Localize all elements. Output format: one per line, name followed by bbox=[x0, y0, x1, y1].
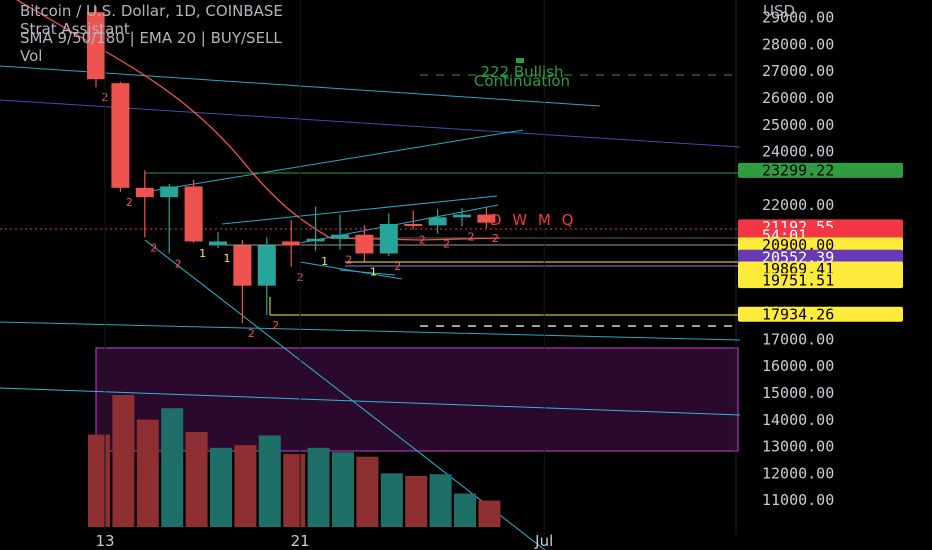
y-axis: 29000.00 28000.00 27000.00 26000.00 25000.00… bbox=[762, 9, 834, 510]
svg-text:17934.26: 17934.26 bbox=[762, 305, 834, 323]
candle bbox=[184, 179, 203, 243]
y-tick-label: 28000.00 bbox=[762, 35, 834, 53]
y-tick-label: 11000.00 bbox=[762, 491, 834, 509]
y-tick-label: 27000.00 bbox=[762, 62, 834, 80]
symbol-title[interactable]: Bitcoin / U.S. Dollar, 1D, COINBASE bbox=[20, 2, 283, 20]
strat-label: 2 bbox=[150, 241, 157, 254]
svg-text:19751.51: 19751.51 bbox=[762, 272, 834, 290]
y-tick-label: 25000.00 bbox=[762, 116, 834, 134]
candle bbox=[379, 213, 398, 257]
strat-label: 2 bbox=[468, 231, 475, 244]
candle bbox=[160, 183, 179, 254]
y-tick-label: 17000.00 bbox=[762, 330, 834, 348]
volume-bar bbox=[356, 456, 379, 527]
candle bbox=[233, 240, 252, 324]
timeframe-continuity-label: D W M Q bbox=[490, 211, 576, 229]
candle bbox=[306, 206, 325, 251]
price-badge: 20900.00 bbox=[738, 236, 903, 254]
candle bbox=[453, 207, 471, 227]
y-tick-label: 22000.00 bbox=[762, 196, 834, 214]
volume-bar bbox=[136, 419, 159, 527]
currency-label: USD bbox=[763, 2, 796, 20]
strat-label: 2 bbox=[492, 232, 499, 245]
strat-label: 2 bbox=[394, 260, 401, 273]
x-tick-label: Jul bbox=[534, 532, 553, 550]
volume-bar bbox=[185, 431, 208, 527]
strat-label: 1 bbox=[199, 247, 206, 260]
candle bbox=[135, 170, 154, 238]
strat-label: 2 bbox=[272, 319, 279, 332]
y-tick-label: 15000.00 bbox=[762, 384, 834, 402]
volume-bar bbox=[429, 474, 452, 527]
x-axis: 13 21 Jul bbox=[95, 0, 553, 550]
indicator-strat-assistant[interactable]: Strat Assistant bbox=[20, 20, 130, 38]
volume-bar bbox=[380, 473, 403, 527]
volume-bar bbox=[332, 452, 354, 527]
volume-bar bbox=[454, 493, 476, 527]
strat-label: 2 bbox=[346, 253, 353, 266]
price-badge: 17934.26 bbox=[738, 305, 903, 323]
candle bbox=[404, 210, 423, 230]
strat-label: 2 bbox=[126, 196, 133, 209]
price-badge: 19751.51 bbox=[738, 272, 903, 290]
ema-line bbox=[15, 0, 501, 241]
volume-bar bbox=[234, 445, 257, 527]
y-tick-label: 13000.00 bbox=[762, 438, 834, 456]
strat-label: 2 bbox=[175, 257, 182, 270]
price-badge: 23299.22 bbox=[738, 161, 903, 179]
volume-bar bbox=[210, 447, 232, 527]
price-badges: 23299.2221192.5554:0120900.0020552.39198… bbox=[738, 161, 903, 323]
volume-bar bbox=[161, 408, 184, 527]
volume-bar bbox=[405, 475, 428, 527]
indicator-volume[interactable]: Vol bbox=[20, 47, 43, 65]
strat-label: 2 bbox=[248, 327, 255, 340]
volume-bar bbox=[307, 447, 330, 527]
y-tick-label: 16000.00 bbox=[762, 357, 834, 375]
volume-bar bbox=[112, 395, 135, 527]
strat-label: 1 bbox=[321, 255, 328, 268]
x-tick-label: 21 bbox=[291, 532, 310, 550]
candle bbox=[282, 219, 301, 267]
y-tick-label: 24000.00 bbox=[762, 143, 834, 161]
candle bbox=[331, 214, 349, 250]
y-tick-label: 12000.00 bbox=[762, 464, 834, 482]
strat-label: 2 bbox=[443, 237, 450, 250]
candle bbox=[257, 237, 276, 316]
candlesticks bbox=[87, 6, 496, 324]
pattern-label-line1: 222 Bullish bbox=[480, 63, 563, 81]
volume-bar bbox=[283, 453, 306, 527]
strat-label: 1 bbox=[370, 266, 377, 279]
x-tick-label: 13 bbox=[95, 532, 114, 550]
candle bbox=[428, 209, 447, 234]
volume-bar bbox=[258, 435, 281, 527]
volume-bar bbox=[88, 434, 110, 527]
candle bbox=[477, 206, 496, 229]
candle bbox=[355, 225, 374, 262]
candle bbox=[209, 232, 227, 249]
svg-text:23299.22: 23299.22 bbox=[762, 161, 834, 179]
y-tick-label: 14000.00 bbox=[762, 411, 834, 429]
candle bbox=[111, 81, 130, 192]
pattern-label-line2: Continuation bbox=[474, 72, 570, 90]
y-tick-label: 29000.00 bbox=[762, 9, 834, 27]
strat-label: 2 bbox=[419, 233, 426, 246]
svg-text:20900.00: 20900.00 bbox=[762, 236, 834, 254]
strat-label: 1 bbox=[224, 252, 231, 265]
indicator-moving-averages[interactable]: SMA 9/50/180 | EMA 20 | BUY/SELL bbox=[20, 29, 282, 47]
y-tick-label: 26000.00 bbox=[762, 89, 834, 107]
volume-bar bbox=[478, 500, 501, 527]
pattern-marker bbox=[516, 58, 524, 63]
candle bbox=[87, 6, 105, 88]
